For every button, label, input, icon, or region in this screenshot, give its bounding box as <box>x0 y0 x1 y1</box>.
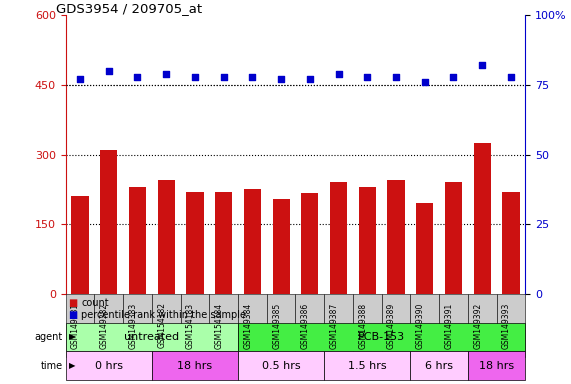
Text: percentile rank within the sample: percentile rank within the sample <box>81 310 246 320</box>
Text: GSM149390: GSM149390 <box>416 302 425 349</box>
Text: GSM149382: GSM149382 <box>100 302 108 349</box>
Point <box>363 74 372 80</box>
Text: GSM149392: GSM149392 <box>473 302 482 349</box>
Point <box>190 74 199 80</box>
Bar <box>301 193 319 294</box>
Bar <box>359 187 376 294</box>
Point <box>506 74 516 80</box>
Bar <box>186 192 204 294</box>
Text: GSM149389: GSM149389 <box>387 302 396 349</box>
Text: GSM149385: GSM149385 <box>272 302 281 349</box>
Text: ▶: ▶ <box>69 361 75 370</box>
Bar <box>71 196 89 294</box>
Bar <box>387 180 405 294</box>
Text: GSM149391: GSM149391 <box>444 302 453 349</box>
Text: ■: ■ <box>69 310 78 320</box>
Text: ■: ■ <box>69 298 78 308</box>
Bar <box>129 187 146 294</box>
Bar <box>445 182 462 294</box>
Bar <box>158 180 175 294</box>
Text: 18 hrs: 18 hrs <box>479 361 514 371</box>
Text: 0.5 hrs: 0.5 hrs <box>262 361 300 371</box>
Text: 18 hrs: 18 hrs <box>178 361 212 371</box>
Point <box>449 74 458 80</box>
Text: 0 hrs: 0 hrs <box>95 361 123 371</box>
Point <box>478 63 487 69</box>
Point <box>133 74 142 80</box>
Point <box>104 68 113 74</box>
Bar <box>473 143 491 294</box>
Text: untreated: untreated <box>124 332 179 342</box>
Text: 1.5 hrs: 1.5 hrs <box>348 361 387 371</box>
Text: ▶: ▶ <box>69 333 75 341</box>
Bar <box>416 203 433 294</box>
Text: GSM149383: GSM149383 <box>128 302 138 349</box>
Text: time: time <box>41 361 63 371</box>
Point <box>334 71 343 77</box>
Text: GSM149387: GSM149387 <box>329 302 339 349</box>
Text: GSM154182: GSM154182 <box>157 303 166 348</box>
Bar <box>330 182 347 294</box>
Bar <box>100 150 118 294</box>
Text: GSM149388: GSM149388 <box>359 302 367 349</box>
Text: PCB-153: PCB-153 <box>358 332 405 342</box>
Bar <box>502 192 520 294</box>
Point <box>420 79 429 85</box>
Point <box>162 71 171 77</box>
Point <box>75 76 85 83</box>
Bar <box>272 199 289 294</box>
Text: GSM149393: GSM149393 <box>502 302 511 349</box>
Text: GSM149381: GSM149381 <box>71 302 80 349</box>
Text: GSM154184: GSM154184 <box>215 302 224 349</box>
Bar <box>215 192 232 294</box>
Text: agent: agent <box>35 332 63 342</box>
Text: GSM149384: GSM149384 <box>243 302 252 349</box>
Text: 6 hrs: 6 hrs <box>425 361 453 371</box>
Point <box>276 76 286 83</box>
Point <box>305 76 315 83</box>
Point <box>248 74 257 80</box>
Bar <box>244 189 261 294</box>
Text: count: count <box>81 298 108 308</box>
Text: GSM149386: GSM149386 <box>301 302 310 349</box>
Point <box>219 74 228 80</box>
Text: GDS3954 / 209705_at: GDS3954 / 209705_at <box>57 2 203 15</box>
Text: GSM154183: GSM154183 <box>186 302 195 349</box>
Point <box>392 74 401 80</box>
